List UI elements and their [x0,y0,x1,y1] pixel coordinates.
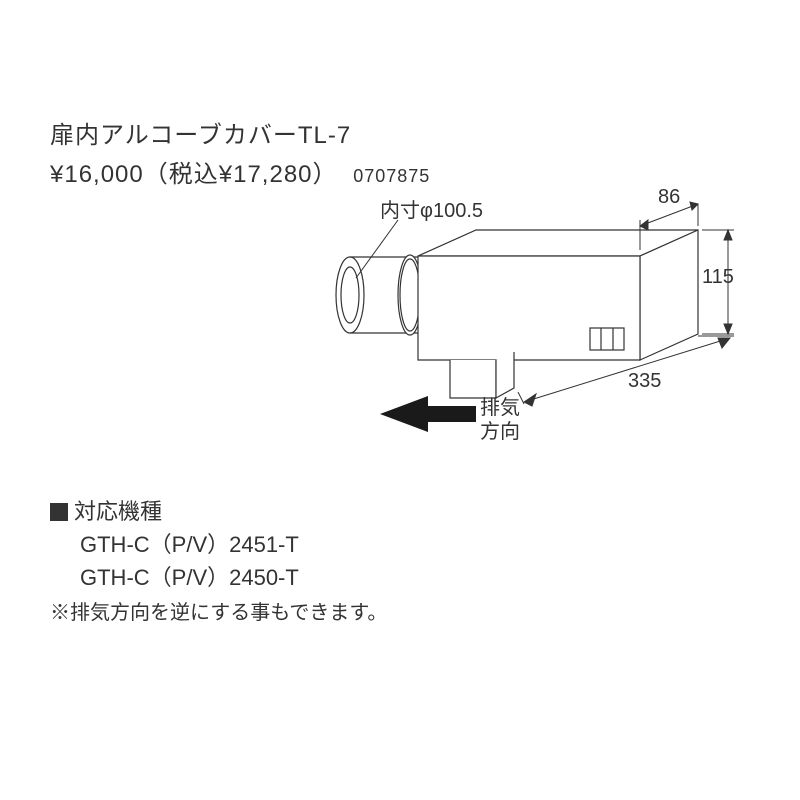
technical-diagram: 内寸φ100.5 86 115 335 排気 方向 [280,200,750,490]
compat-model-1: GTH-C（P/V）2451-T [80,528,387,561]
bullet-icon [50,503,68,521]
label-height-115: 115 [702,266,734,289]
exhaust-arrow-icon [380,396,476,432]
tax-prefix: （税込 [144,161,219,188]
label-width-86: 86 [658,186,680,209]
diagram-svg [280,200,750,490]
exhaust-l2: 方向 [480,420,520,444]
compat-heading-text: 対応機種 [74,495,162,528]
compat-heading: 対応機種 [50,495,387,528]
exhaust-label: 排気 方向 [480,396,520,444]
compat-model-2: GTH-C（P/V）2450-T [80,561,387,594]
exhaust-l1: 排気 [480,396,520,420]
label-inner-diameter: 内寸φ100.5 [380,194,483,223]
price-tax: ¥17,280 [219,161,313,188]
header-block: 扉内アルコーブカバーTL-7 ¥16,000（税込¥17,280） 070787… [50,115,750,189]
product-title: 扉内アルコーブカバーTL-7 [50,115,750,150]
compat-note: ※排気方向を逆にする事もできます。 [50,598,387,628]
compatibility-block: 対応機種 GTH-C（P/V）2451-T GTH-C（P/V）2450-T ※… [50,495,387,628]
sku-code: 0707875 [353,166,430,186]
label-depth-335: 335 [628,370,661,393]
pipe-cylinder [336,255,422,335]
price-line: ¥16,000（税込¥17,280） 0707875 [50,154,750,189]
tax-suffix: ） [313,161,338,188]
price-base: ¥16,000 [50,161,144,188]
